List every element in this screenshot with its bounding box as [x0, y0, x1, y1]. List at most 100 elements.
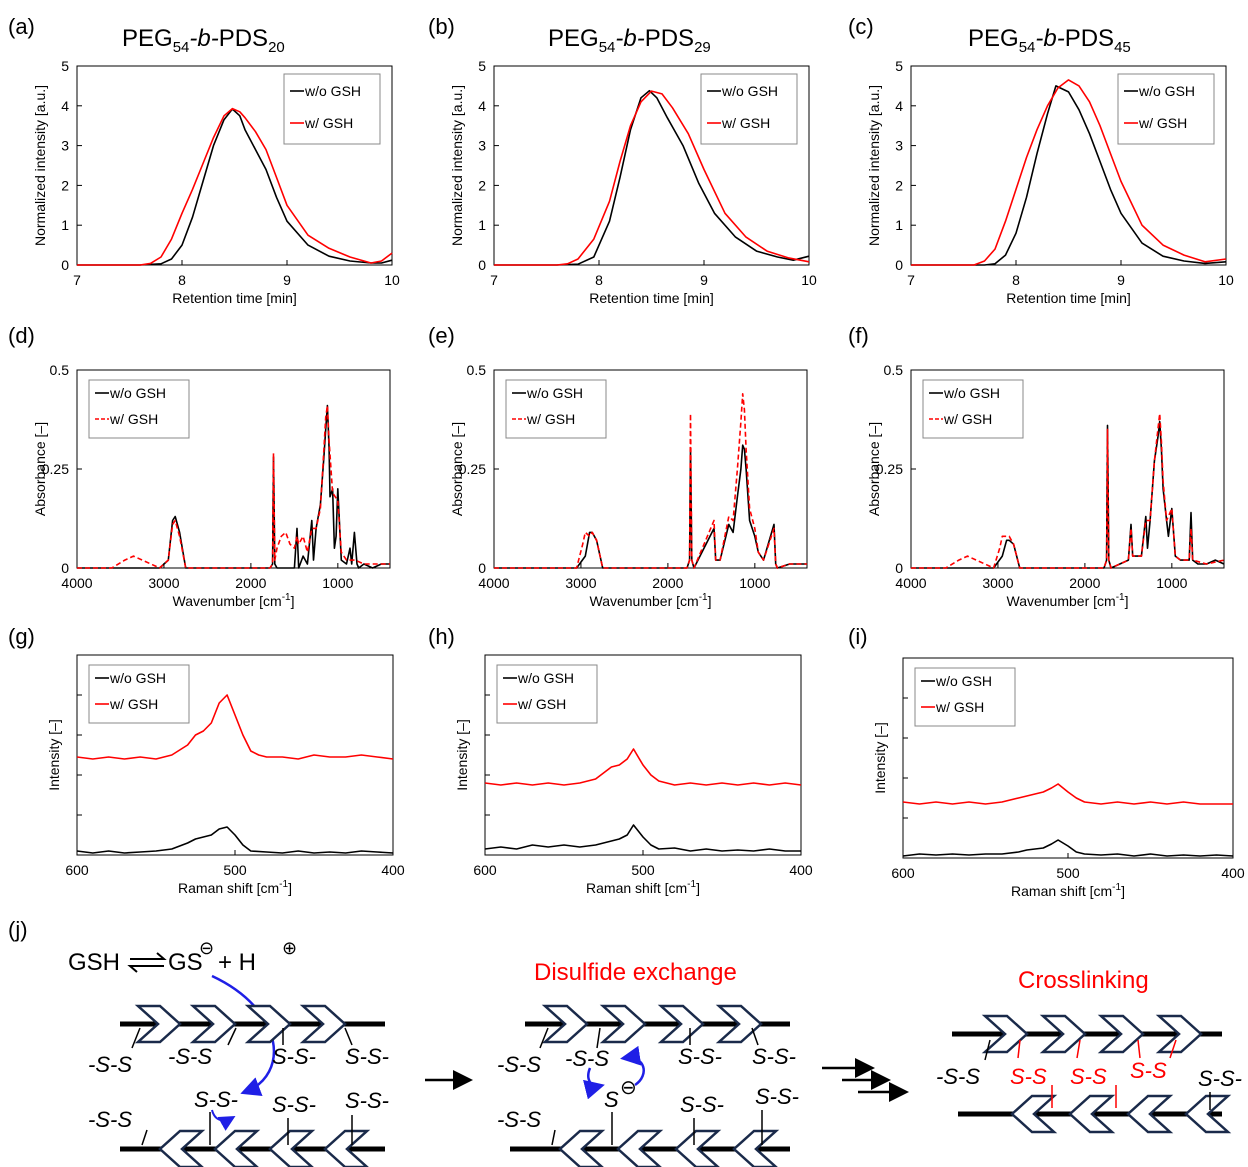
- x-tick-label: 600: [473, 862, 497, 878]
- legend-box: [88, 379, 190, 439]
- y-tick-label: 2: [895, 177, 903, 193]
- panel-letter-h: (h): [428, 624, 455, 649]
- chart-h: 600 500 400 Raman shift [cm-1] Intensity [–]…: [454, 654, 813, 896]
- series-line-with-gsh: [76, 694, 394, 760]
- x-tick-label: 1000: [1156, 575, 1187, 591]
- chevron-unit: [189, 1004, 237, 1044]
- y-tick-label: 5: [478, 58, 486, 74]
- panel-title-b: PEG54-b-PDS29: [548, 25, 711, 56]
- series-line-without-gsh: [76, 826, 394, 854]
- legend-label: w/o GSH: [109, 385, 166, 401]
- ss-label: S-S-: [272, 1044, 316, 1069]
- y-tick-label: 5: [61, 58, 69, 74]
- x-tick-label: 2000: [1069, 575, 1100, 591]
- series-line-with-gsh: [77, 404, 390, 569]
- x-axis-label: Wavenumber [cm-1]: [1007, 592, 1129, 609]
- x-tick-label: 500: [631, 862, 655, 878]
- legend-box: [88, 664, 190, 724]
- x-tick-label: 4000: [895, 575, 926, 591]
- x-axis-label: Retention time [min]: [589, 290, 714, 306]
- chevron-unit: [674, 1129, 722, 1167]
- chart-f: 4000 3000 2000 1000 0 0.25 0.5 Wavenumber [cm-1…: [866, 362, 1225, 609]
- ss-label: -S-S: [565, 1046, 609, 1071]
- equation-plus-h: + H: [218, 949, 256, 976]
- legend-label: w/ GSH: [304, 115, 353, 131]
- y-tick-label: 4: [478, 98, 486, 114]
- ss-label: -S-S: [88, 1052, 132, 1077]
- y-tick-label: 4: [895, 98, 903, 114]
- ss-label: -S-S: [497, 1107, 541, 1132]
- chevron-unit: [1010, 1094, 1058, 1134]
- minus-charge-2: ⊖: [620, 1077, 637, 1099]
- chevron-unit: [657, 1004, 705, 1044]
- chevron-unit: [268, 1129, 316, 1167]
- x-tick-label: 4000: [61, 575, 92, 591]
- x-tick-label: 2000: [652, 575, 683, 591]
- y-tick-label: 0.5: [50, 362, 70, 378]
- x-axis-label: Retention time [min]: [1006, 290, 1131, 306]
- chevron-unit: [158, 1129, 206, 1167]
- panel-letter-j: (j): [8, 917, 28, 942]
- chevron-unit: [1097, 1014, 1145, 1054]
- y-tick-label: 0: [61, 560, 69, 576]
- chevron-unit: [244, 1004, 292, 1044]
- legend-box: [496, 664, 598, 724]
- x-tick-label: 4000: [478, 575, 509, 591]
- x-tick-label: 9: [1117, 272, 1125, 288]
- legend-label: w/ GSH: [721, 115, 770, 131]
- legend-label: w/ GSH: [109, 696, 158, 712]
- panel-letter-a: (a): [8, 14, 35, 39]
- y-tick-label: 1: [61, 217, 69, 233]
- panel-letter-b: (b): [428, 14, 455, 39]
- series-line-with-gsh: [77, 107, 393, 266]
- y-tick-label: 0: [895, 257, 903, 273]
- series-line-with-gsh: [484, 748, 802, 786]
- x-tick-label: 2000: [235, 575, 266, 591]
- legend-box: [914, 667, 1016, 727]
- chart-b: 7 8 9 10 0 1 2 3 4 5 Retention time [min] Normalize…: [449, 58, 817, 306]
- y-axis-label: Intensity [–]: [454, 719, 470, 791]
- x-tick-label: 7: [490, 272, 498, 288]
- x-tick-label: 500: [1056, 865, 1080, 881]
- panel-letter-c: (c): [848, 14, 874, 39]
- equation-gs: GS: [168, 949, 203, 976]
- ss-label: S-S-: [680, 1092, 724, 1117]
- ss-label: S-S-: [272, 1092, 316, 1117]
- y-tick-label: 0.25: [459, 461, 486, 477]
- x-axis-label: Raman shift [cm-1]: [586, 879, 700, 896]
- ss-label: S-S-: [678, 1044, 722, 1069]
- chevron-unit: [599, 1004, 647, 1044]
- x-tick-label: 500: [223, 862, 247, 878]
- series-line-with-gsh: [494, 90, 810, 266]
- panel-title-c: PEG54-b-PDS45: [968, 25, 1131, 56]
- x-tick-label: 9: [283, 272, 291, 288]
- ss-labels-1: -S-S -S-S S-S- S-S- -S-S S-S- S-S- S-S-: [88, 1044, 389, 1132]
- chevron-unit: [616, 1129, 664, 1167]
- legend-label: w/o GSH: [304, 83, 361, 99]
- x-tick-label: 3000: [982, 575, 1013, 591]
- minus-charge-1: ⊖: [199, 938, 214, 958]
- chart-g: 600 500 400 Raman shift [cm-1] Intensity [–]…: [46, 654, 405, 896]
- legend-label: w/o GSH: [721, 83, 778, 99]
- plot-frame: [910, 65, 1227, 266]
- series-line-without-gsh: [77, 108, 393, 266]
- crosslink-ss: S-S: [1130, 1058, 1167, 1083]
- panel-letter-d: (d): [8, 323, 35, 348]
- legend-label: w/ GSH: [935, 699, 984, 715]
- y-tick-label: 0: [61, 257, 69, 273]
- chevron-unit: [558, 1129, 606, 1167]
- side-chains-2: [539, 1027, 763, 1146]
- y-tick-label: 2: [478, 177, 486, 193]
- chevron-unit: [299, 1004, 347, 1044]
- backbone-top-1: [120, 1004, 385, 1044]
- chevron-unit: [541, 1004, 589, 1044]
- y-tick-label: 1: [895, 217, 903, 233]
- ss-label: S-S-: [755, 1084, 799, 1109]
- backbone-top-2: [525, 1004, 790, 1044]
- chevron-unit: [1068, 1094, 1116, 1134]
- crosslink-ss: S-S: [1070, 1064, 1107, 1089]
- x-tick-label: 8: [595, 272, 603, 288]
- chevron-unit: [323, 1129, 371, 1167]
- s-anion: S: [604, 1087, 619, 1112]
- x-tick-label: 1000: [739, 575, 770, 591]
